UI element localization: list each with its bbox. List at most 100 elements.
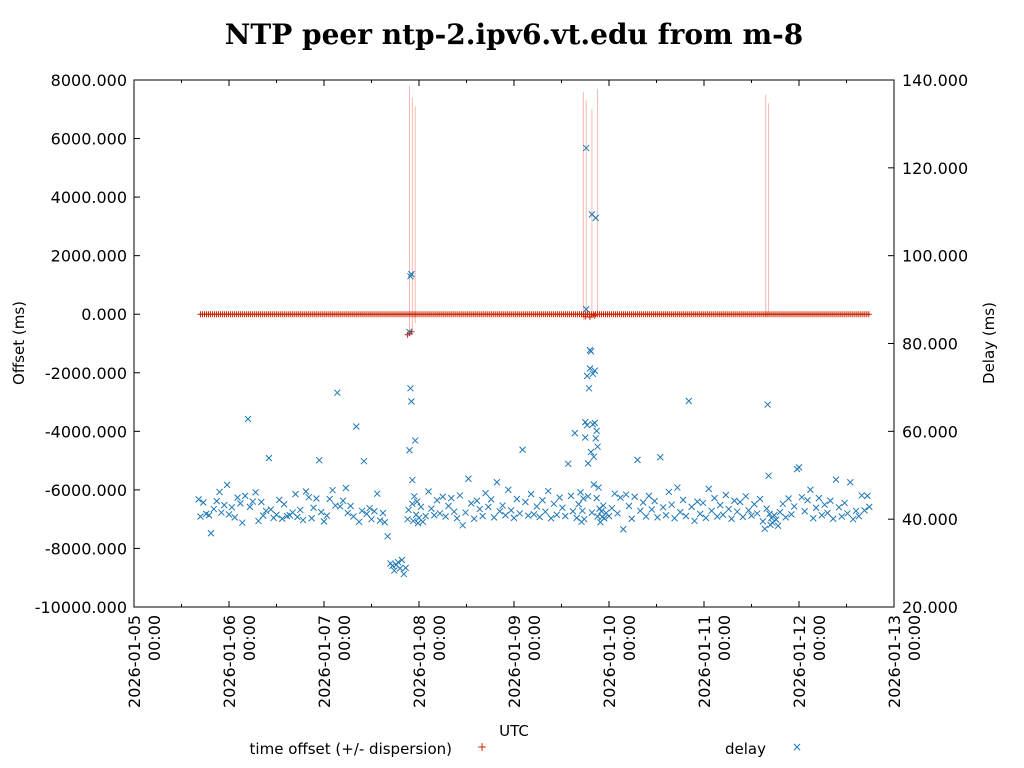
delay-point <box>504 486 512 494</box>
delay-point <box>589 370 597 378</box>
delay-point <box>592 214 600 222</box>
y-left-axis: 8000.000 6000.000 4000.000 2000.000 0.000 -20… <box>35 71 140 617</box>
delay-point <box>524 512 532 520</box>
x-tick-label: 2026-01-0900:00 <box>505 615 544 708</box>
delay-point <box>381 518 389 526</box>
delay-point <box>719 511 727 519</box>
delay-point <box>582 305 590 313</box>
delay-point <box>598 507 605 515</box>
y-right-tick-label: 140.000 <box>902 71 968 90</box>
delay-point <box>769 519 776 527</box>
delay-point <box>408 476 416 484</box>
offset-series <box>197 311 872 338</box>
delay-point <box>350 513 357 520</box>
delay-point <box>575 500 582 508</box>
delay-point <box>231 514 239 521</box>
delay-point <box>234 494 241 502</box>
delay-point <box>571 429 579 437</box>
delay-point <box>584 460 592 467</box>
x-tick-time: 00:00 <box>145 615 164 661</box>
delay-point <box>370 507 378 515</box>
delay-point <box>228 503 236 511</box>
delay-point <box>748 512 755 520</box>
delay-point <box>408 398 415 405</box>
delay-point <box>376 517 384 524</box>
delay-point <box>246 503 254 511</box>
delay-point <box>725 505 733 513</box>
delay-point <box>502 511 509 519</box>
delay-point <box>257 498 265 506</box>
offset-point <box>404 331 411 338</box>
x-tick-date: 2026-01-11 <box>695 615 714 708</box>
delay-point <box>733 508 741 516</box>
delay-point <box>259 512 267 520</box>
delay-point <box>450 508 458 516</box>
delay-point <box>798 493 806 501</box>
delay-point <box>818 511 826 519</box>
delay-point <box>473 497 481 505</box>
delay-point <box>479 512 487 520</box>
y-right-tick-label: 40.000 <box>902 510 958 529</box>
delay-point <box>756 495 764 503</box>
delay-point <box>396 564 404 572</box>
delay-point <box>417 503 425 511</box>
y-right-tick-label: 100.000 <box>902 247 968 266</box>
delay-point <box>482 489 489 497</box>
delay-point <box>631 493 639 501</box>
delay-point <box>453 514 461 522</box>
delay-point <box>363 510 371 518</box>
delay-point <box>445 502 452 510</box>
delay-point <box>788 510 795 518</box>
x-tick-date: 2026-01-05 <box>125 615 144 708</box>
delay-point <box>581 434 589 441</box>
legend-offset-symbol: + <box>477 740 487 754</box>
delay-point <box>510 514 518 522</box>
delay-point <box>711 494 718 502</box>
x-tick-label: 2026-01-0700:00 <box>315 615 354 708</box>
delay-point <box>470 515 478 523</box>
delay-point <box>587 448 595 456</box>
x-tick-date: 2026-01-08 <box>410 615 429 708</box>
delay-point <box>622 491 630 498</box>
x-tick-time: 00:00 <box>525 615 544 661</box>
delay-point <box>419 518 427 526</box>
x-tick-date: 2026-01-06 <box>220 615 239 708</box>
delay-point <box>639 499 647 506</box>
delay-point <box>668 501 676 509</box>
delay-point <box>659 503 667 511</box>
delay-point <box>308 514 316 522</box>
delay-point <box>739 513 747 521</box>
delay-point <box>728 515 735 523</box>
x-tick-label: 2026-01-0800:00 <box>410 615 449 708</box>
delay-point <box>628 515 636 523</box>
delay-point <box>691 517 698 525</box>
delay-point <box>218 509 225 516</box>
delay-point <box>841 499 848 507</box>
y-left-tick-label: -4000.000 <box>45 422 127 441</box>
x-tick-time: 00:00 <box>810 615 829 661</box>
x-tick-time: 00:00 <box>905 615 924 661</box>
y-left-axis-label: Offset (ms) <box>10 301 28 385</box>
delay-point <box>323 512 331 520</box>
delay-point <box>355 518 363 526</box>
delay-point <box>447 494 455 502</box>
delay-point <box>278 515 286 523</box>
delay-point <box>774 522 782 530</box>
delay-point <box>865 503 873 511</box>
delay-point <box>317 508 325 516</box>
delay-point <box>213 497 221 505</box>
delay-point <box>390 567 398 574</box>
delay-point <box>745 507 753 514</box>
delay-point <box>648 506 656 513</box>
delay-point <box>846 478 854 486</box>
y-left-tick-label: 2000.000 <box>51 247 127 266</box>
delay-point <box>753 510 761 517</box>
delay-point <box>656 453 664 461</box>
legend-delay-symbol: × <box>792 740 802 754</box>
delay-point <box>368 515 375 523</box>
delay-point <box>394 558 402 566</box>
delay-point <box>645 492 653 500</box>
delay-point <box>593 427 601 435</box>
